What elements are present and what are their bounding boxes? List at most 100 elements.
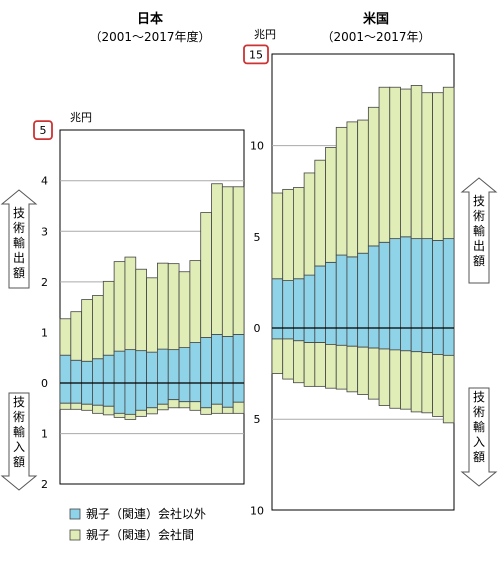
japan-bar-import-outside	[70, 382, 83, 404]
us-bar-import-outside	[271, 327, 284, 340]
us-bar-export-outside	[378, 241, 391, 329]
japan-bar-export-between	[157, 262, 169, 350]
us-bar-export-outside	[325, 261, 337, 329]
us-bar-export-outside	[293, 278, 305, 329]
japan-bar-export-outside	[232, 334, 245, 384]
japan-bar-import-between	[200, 407, 212, 415]
us-bar-import-between	[357, 346, 369, 395]
us-bar-export-between	[335, 126, 348, 256]
us-import-arrow-label-char: 術	[473, 405, 485, 419]
japan-bar-export-outside	[102, 354, 115, 384]
japan-bar-import-between	[113, 412, 126, 418]
us-tick-label: 5	[254, 231, 261, 244]
japan-bar-import-outside	[221, 382, 234, 408]
us-bar-export-between	[389, 86, 401, 240]
japan-bar-import-between	[167, 399, 180, 409]
japan-max-label: 5	[40, 124, 47, 137]
japan-bar-export-outside	[81, 360, 93, 384]
us-unit-label: 兆円	[254, 28, 276, 41]
japan-max-label-box	[33, 120, 53, 141]
japan-bar-import-between	[81, 403, 93, 411]
us-bar-import-outside	[314, 327, 326, 343]
japan-import-arrow-label-char: 額	[13, 455, 25, 469]
japan-bar-export-outside	[189, 342, 202, 384]
us-tick-label: 0	[254, 322, 261, 335]
japan-title: 日本	[137, 11, 163, 27]
japan-bar-export-outside	[167, 349, 180, 384]
japan-bar-export-between	[232, 186, 245, 335]
japan-bar-import-outside	[178, 382, 191, 403]
japan-bar-export-between	[81, 299, 93, 362]
us-bar-import-outside	[282, 327, 294, 340]
japan-bar-import-outside	[189, 382, 202, 403]
us-tick-label: 10	[250, 140, 264, 153]
us-bar-export-outside	[271, 278, 284, 329]
japan-subtitle: （2001～2017年度）	[89, 29, 210, 44]
japan-bar-export-between	[113, 261, 126, 352]
japan-import-arrow-label-char: 術	[13, 410, 25, 424]
japan-bar-import-outside	[146, 382, 158, 409]
japan-bar-import-outside	[167, 382, 180, 401]
japan-bar-export-outside	[178, 347, 191, 384]
us-bar-export-outside	[335, 254, 348, 329]
us-bar-import-between	[314, 342, 326, 387]
us-import-arrow-label-char: 入	[473, 435, 485, 449]
japan-tick-label: 1	[41, 326, 48, 339]
us-tick-label: 5	[254, 413, 261, 426]
japan-bar-export-between	[200, 212, 212, 338]
us-chart-panel: 米国 （2001～2017年） 兆円 0 5 10 5 10 15	[243, 11, 455, 517]
japan-export-arrow-label-char: 輸	[13, 235, 25, 250]
us-bar-export-outside	[421, 238, 433, 329]
japan-bar-import-between	[124, 413, 137, 420]
us-bar-import-outside	[442, 327, 455, 356]
japan-bar-import-between	[70, 402, 83, 410]
japan-bar-import-between	[221, 406, 234, 414]
us-bar-import-outside	[400, 327, 412, 352]
japan-bar-export-outside	[221, 336, 234, 384]
japan-export-arrow-label-char: 額	[13, 266, 25, 280]
japan-bar-import-outside	[135, 382, 147, 411]
us-export-arrow-label-char: 技	[473, 194, 485, 208]
japan-bar-import-between	[211, 403, 223, 414]
legend-swatch-between	[69, 529, 81, 541]
japan-export-arrow-label-char: 技	[13, 206, 25, 220]
japan-tick-label: 4	[41, 175, 48, 188]
us-bar-import-between	[346, 345, 359, 393]
us-bar-export-outside	[367, 245, 380, 329]
japan-tick-label: 2	[41, 478, 48, 491]
us-export-arrow	[460, 177, 498, 284]
us-import-arrow-label-char: 額	[473, 450, 485, 464]
us-bar-export-between	[346, 121, 359, 258]
us-bar-import-between	[389, 349, 401, 409]
us-bar-import-outside	[410, 327, 423, 353]
us-max-label: 15	[249, 48, 263, 61]
us-bar-export-outside	[410, 238, 423, 329]
japan-bar-import-between	[232, 401, 245, 414]
us-subtitle: （2001～2017年）	[321, 30, 430, 44]
us-bar-import-outside	[293, 327, 305, 342]
us-bar-export-outside	[314, 265, 326, 329]
us-bar-import-between	[335, 344, 348, 390]
japan-import-arrow-label-char: 輸	[13, 424, 25, 439]
japan-bar-export-between	[146, 277, 158, 353]
us-bar-import-between	[410, 351, 423, 413]
us-bar-export-between	[400, 88, 412, 238]
us-bar-import-outside	[325, 327, 337, 345]
japan-bar-import-between	[92, 404, 104, 414]
japan-bar-export-outside	[70, 359, 83, 384]
us-export-arrow-label-char: 輸	[473, 223, 485, 238]
japan-bar-export-outside	[124, 349, 137, 384]
us-bar-import-between	[325, 344, 337, 389]
us-max-label-box	[243, 44, 269, 65]
us-bar-export-between	[325, 147, 337, 263]
japan-bar-import-outside	[113, 382, 126, 414]
us-bar-export-between	[271, 192, 284, 280]
us-import-arrow	[460, 387, 498, 487]
japan-import-arrow	[0, 392, 38, 491]
us-bar-import-outside	[303, 327, 316, 343]
japan-tick-label: 3	[41, 225, 48, 238]
japan-export-arrow-label-char: 術	[13, 221, 25, 235]
us-bar-export-outside	[282, 280, 294, 329]
japan-tick-label: 0	[41, 377, 48, 390]
japan-tick-label: 2	[41, 276, 48, 289]
